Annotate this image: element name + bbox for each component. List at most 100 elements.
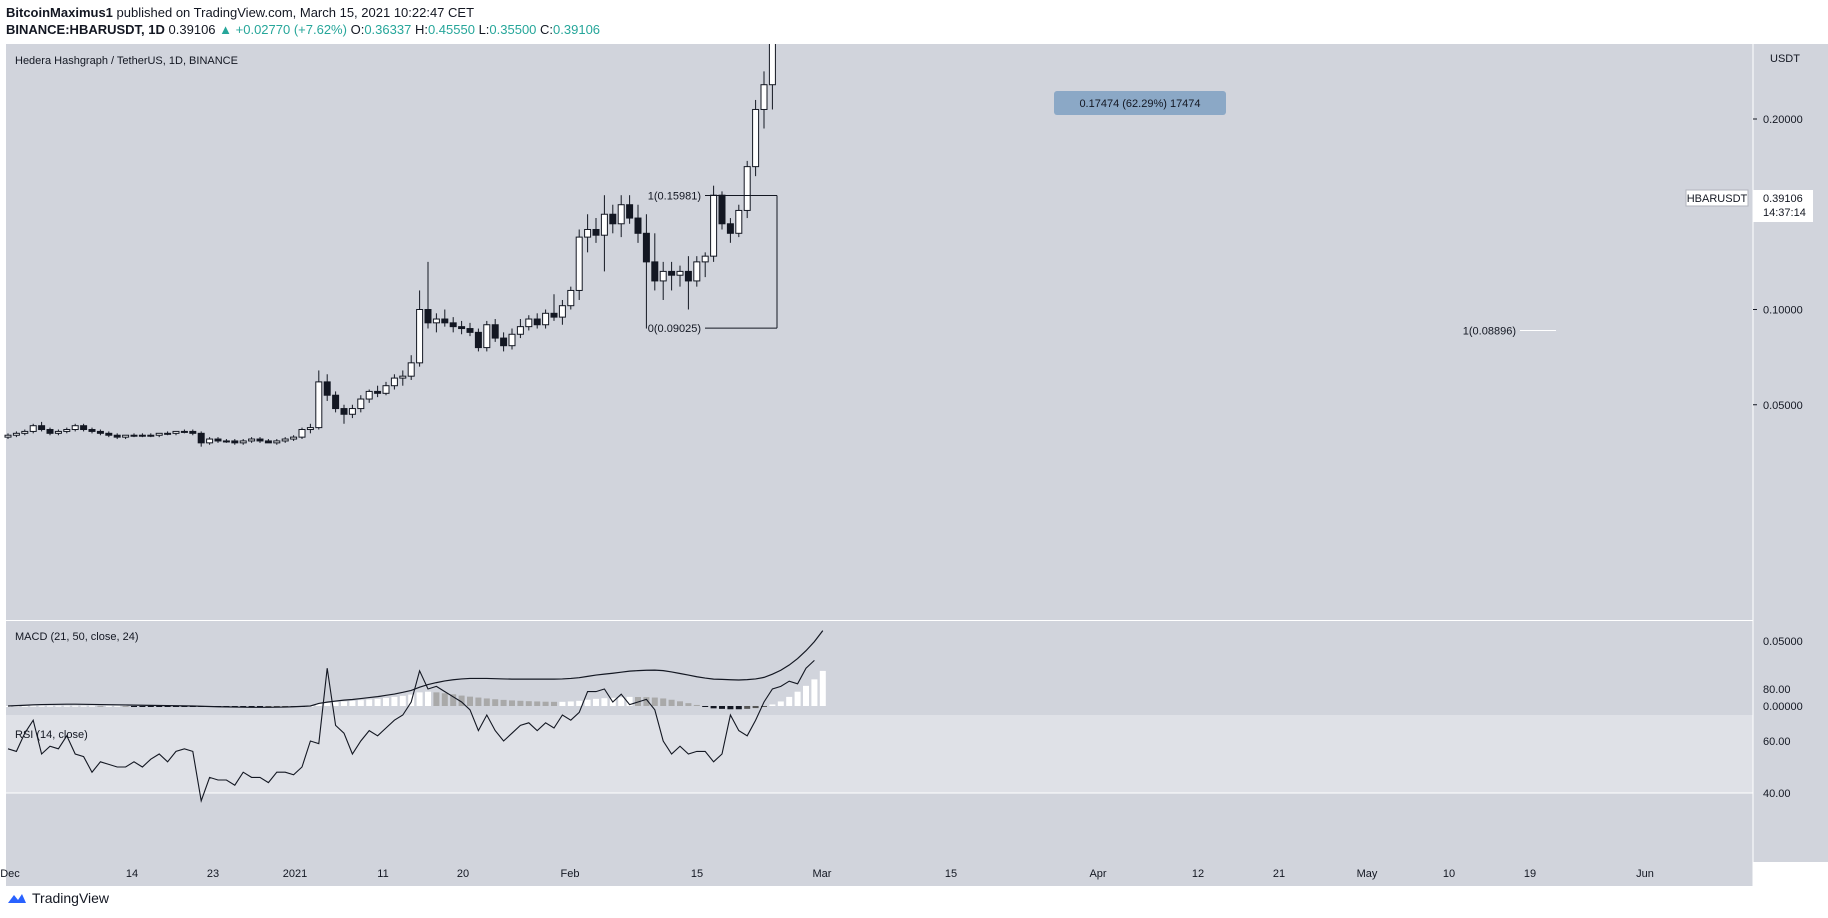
time-tick-label: Apr <box>1089 868 1106 880</box>
candle-body <box>390 377 398 387</box>
macd-histogram-bar <box>433 692 440 706</box>
candle-body <box>298 429 306 438</box>
macd-histogram-bar <box>744 706 751 709</box>
macd-histogram-bar <box>576 700 583 706</box>
candle-body <box>651 261 659 282</box>
rsi-label: RSI (14, close) <box>15 729 88 741</box>
time-tick-label: 15 <box>945 868 957 880</box>
candle-body <box>323 381 331 396</box>
macd-histogram-bar <box>483 698 490 706</box>
macd-histogram-bar <box>55 705 62 707</box>
candle-body <box>768 44 776 86</box>
fib-level-label: 1(0.15981) <box>648 191 701 203</box>
time-tick-label: 14 <box>126 868 138 880</box>
macd-ticks: 0.05000 0.00000 <box>1763 636 1803 713</box>
macd-histogram-bar <box>63 705 70 707</box>
measure-label: 0.17474 (62.29%) 17474 <box>1079 98 1200 110</box>
fibonacci-right[interactable]: 0(0.45478)0.5(0.27187)1(0.08896) <box>1454 44 1556 338</box>
candle-body <box>617 204 625 225</box>
time-tick-label: 11 <box>377 868 388 880</box>
macd-histogram-bar <box>492 699 499 706</box>
candle-body <box>306 427 314 431</box>
brand-name: TradingView <box>32 890 110 906</box>
macd-histogram-bar <box>383 697 389 706</box>
macd-histogram-bar <box>105 705 112 707</box>
candle-body <box>332 394 340 410</box>
candle-body <box>575 236 583 291</box>
macd-histogram-bar <box>668 699 675 706</box>
candle-body <box>80 425 88 431</box>
candle-body <box>122 434 130 438</box>
macd-histogram-bar <box>458 695 465 706</box>
macd-histogram-bar <box>769 704 776 706</box>
measure-label-box <box>1054 91 1226 115</box>
publish-line: BitcoinMaximus1 published on TradingView… <box>6 5 474 20</box>
candle-body <box>214 438 222 442</box>
candle-body <box>432 318 440 324</box>
symbol-name: BINANCE:HBARUSDT, 1D <box>6 22 165 37</box>
candle-body <box>752 108 760 168</box>
candle-body <box>416 309 424 364</box>
macd-histogram-bar <box>366 699 373 706</box>
candle-body <box>348 408 356 415</box>
price-chart[interactable]: Hedera Hashgraph / TetherUS, 1D, BINANCE… <box>0 44 1828 886</box>
macd-histogram-bar <box>551 701 557 706</box>
fibonacci-left[interactable]: 4.618(0.41146)1(0.15981)0(0.09025) <box>627 44 778 335</box>
rsi-line <box>7 659 815 803</box>
candle-body <box>340 408 348 415</box>
candle-body <box>46 429 54 434</box>
candle-body <box>743 166 751 211</box>
macd-histogram-bar <box>399 695 406 706</box>
macd-histogram-bar <box>517 700 524 706</box>
candle-body <box>290 436 298 440</box>
candle-body <box>533 318 541 326</box>
macd-histogram-bar <box>156 706 163 707</box>
macd-histogram-bar <box>509 700 515 706</box>
tradingview-cloud-icon <box>8 894 26 903</box>
macd-histogram-bar <box>122 706 129 707</box>
candle-body <box>458 326 466 330</box>
tradingview-logo[interactable]: TradingView <box>6 890 109 906</box>
macd-line <box>7 630 824 708</box>
high-label: H: <box>414 22 428 37</box>
candle-body <box>147 434 155 437</box>
candle-body <box>626 204 634 219</box>
candle-body <box>659 270 667 282</box>
candle-body <box>726 223 734 234</box>
candle-body <box>164 432 172 435</box>
symbol-line: BINANCE:HBARUSDT, 1D 0.39106 ▲ +0.02770 … <box>6 22 600 37</box>
macd-histogram-bar <box>719 706 725 709</box>
macd-histogram-bar <box>72 705 79 707</box>
candle-body <box>710 194 718 257</box>
candle-body <box>718 194 726 225</box>
candle-body <box>449 322 457 328</box>
macd-histogram-bar <box>559 701 566 706</box>
candle-body <box>63 429 71 432</box>
macd-histogram-bar <box>534 701 541 706</box>
candle-body <box>29 425 37 432</box>
candle-body <box>642 232 650 263</box>
macd-histogram-bar <box>702 706 709 707</box>
macd-histogram-bar <box>735 706 742 710</box>
macd-histogram-bar <box>139 706 146 707</box>
macd-histogram-bar <box>601 698 608 706</box>
time-tick-label: 19 <box>1524 868 1536 880</box>
candle-body <box>12 432 20 436</box>
symbol-tag-box <box>1685 189 1749 207</box>
author-name[interactable]: BitcoinMaximus1 <box>6 5 113 20</box>
candle-body <box>508 333 516 347</box>
candle-body <box>365 390 373 400</box>
candle-body <box>172 430 180 434</box>
time-axis-area <box>6 862 1753 886</box>
candle-body <box>491 324 499 339</box>
macd-histogram-bar <box>811 679 818 706</box>
candle-body <box>558 305 566 318</box>
measure-tool[interactable]: 0.17474 (62.29%) 17474 <box>1054 44 1226 115</box>
price-tick-label: 0.05000 <box>1763 400 1803 412</box>
candle-body <box>500 337 508 347</box>
time-ticks: Dec 14 23 2021 11 20 Feb 15 Mar 15 Apr 12 21 May 10 19 J… <box>0 868 1654 880</box>
rsi-tick-label: 40.00 <box>1763 788 1791 800</box>
macd-histogram-bar <box>450 694 457 706</box>
candle-body <box>407 362 415 377</box>
candle-body <box>222 440 230 443</box>
